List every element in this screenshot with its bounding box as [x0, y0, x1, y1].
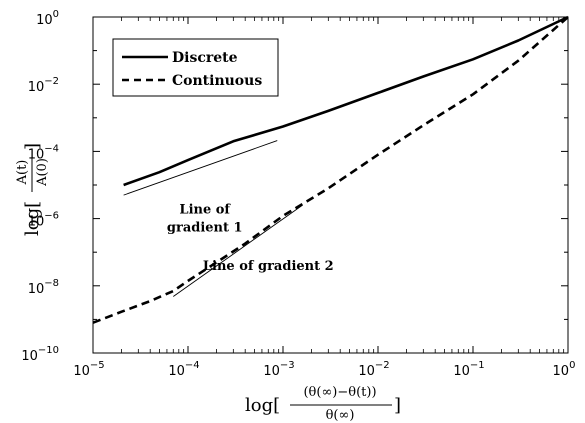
y-axis-label-suffix: ] — [22, 143, 43, 150]
x-axis-label-denominator: θ(∞) — [326, 408, 355, 423]
x-axis-label-prefix: log[ — [245, 395, 280, 416]
x-tick-label: 10−2 — [358, 360, 389, 379]
y-tick-label: 10−2 — [28, 76, 59, 95]
x-axis-label-numerator: (θ(∞)−θ(t)) — [303, 385, 376, 400]
annotation-2: Line of gradient 2 — [203, 259, 334, 274]
plot-area-frame — [92, 16, 569, 354]
x-tick-label: 10−5 — [73, 360, 104, 379]
y-axis-label-numerator: A(t) — [15, 160, 30, 186]
legend-box — [112, 38, 279, 97]
y-axis-label: log[ A(t) A(0) ] — [15, 143, 50, 236]
reference-lines — [123, 140, 303, 297]
y-tick-label: 100 — [36, 9, 59, 28]
data-series — [92, 15, 569, 324]
y-tick-label: 10−6 — [28, 211, 59, 230]
annotation-1: Line of gradient 1 — [167, 203, 243, 236]
legend-label-discrete: Discrete — [172, 50, 238, 66]
x-axis-label-suffix: ] — [394, 395, 401, 416]
x-tick-label: 10−3 — [263, 360, 294, 379]
series-line-discrete — [123, 15, 569, 187]
x-tick-label: 100 — [553, 360, 576, 379]
x-tick-label: 10−4 — [168, 360, 199, 379]
reference-line-gradient-2 — [173, 204, 303, 297]
y-tick-label: 10−10 — [21, 345, 59, 364]
x-tick-label: 10−1 — [453, 360, 484, 379]
series-line-continuous — [92, 16, 569, 324]
y-tick-label: 10−8 — [28, 278, 59, 297]
reference-line-gradient-1 — [123, 140, 278, 196]
annotations: Line of gradient 1 Line of gradient 2 — [167, 203, 334, 274]
y-axis-label-denominator: A(0) — [35, 158, 50, 187]
axis-ticks: 10−5 10−4 10−3 10−2 10−1 10010−1010−810−610−4… — [21, 9, 575, 379]
x-axis-label: log[ (θ(∞)−θ(t)) θ(∞) ] — [245, 385, 401, 423]
y-axis-label-prefix: log[ — [22, 201, 43, 236]
legend: Discrete Continuous — [112, 38, 279, 97]
legend-label-continuous: Continuous — [172, 73, 262, 89]
